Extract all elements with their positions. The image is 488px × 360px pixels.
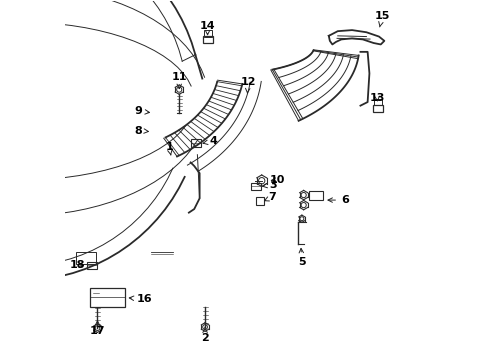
Bar (373, 99, 381, 105)
Bar (202, 36, 212, 43)
Text: 9: 9 (134, 106, 149, 116)
Text: 8: 8 (134, 126, 148, 135)
Text: 16: 16 (129, 294, 152, 304)
Text: 3: 3 (262, 180, 276, 190)
Text: 1: 1 (165, 142, 173, 155)
Text: 2: 2 (201, 327, 208, 343)
Text: 14: 14 (199, 21, 215, 35)
Bar (190, 139, 201, 147)
Bar (87, 262, 97, 269)
Text: 17: 17 (89, 321, 105, 336)
Bar (76, 252, 96, 264)
Text: 18: 18 (70, 260, 85, 270)
Text: 10: 10 (269, 175, 285, 185)
Text: 4: 4 (203, 136, 217, 146)
Bar (250, 183, 261, 190)
Bar (372, 105, 382, 112)
Text: 12: 12 (240, 77, 255, 93)
Text: 11: 11 (171, 72, 186, 89)
Bar (203, 30, 211, 37)
Text: 5: 5 (298, 248, 305, 267)
Bar (256, 197, 263, 205)
Text: 15: 15 (374, 12, 389, 27)
Bar (308, 191, 323, 200)
Text: 13: 13 (369, 93, 384, 103)
Bar (89, 288, 125, 307)
Text: 6: 6 (327, 195, 348, 205)
Text: 7: 7 (264, 192, 276, 202)
